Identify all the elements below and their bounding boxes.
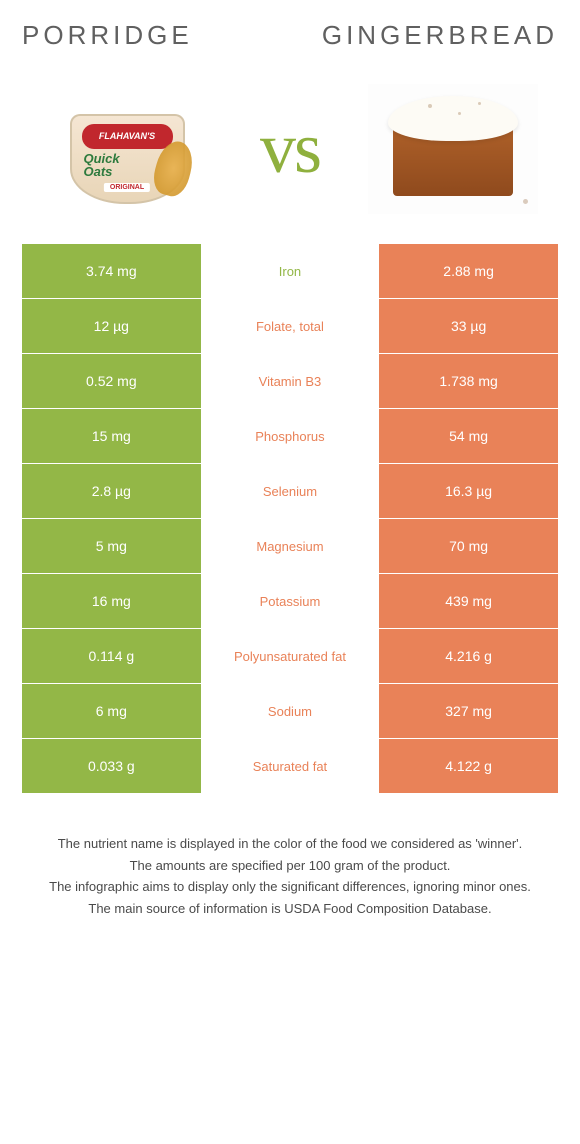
footer-notes: The nutrient name is displayed in the co… (22, 834, 558, 918)
right-value: 16.3 µg (379, 464, 558, 518)
infographic-container: Porridge Gingerbread FLAHAVAN'S Quick Oa… (0, 0, 580, 918)
left-value: 0.52 mg (22, 354, 201, 408)
images-row: FLAHAVAN'S Quick Oats ORIGINAL vs (22, 81, 558, 216)
right-value: 2.88 mg (379, 244, 558, 298)
nutrient-label: Magnesium (201, 519, 380, 573)
titles-row: Porridge Gingerbread (22, 20, 558, 51)
nutrient-label: Sodium (201, 684, 380, 738)
note-line: The main source of information is USDA F… (26, 899, 554, 919)
right-value: 4.216 g (379, 629, 558, 683)
nutrient-label: Potassium (201, 574, 380, 628)
title-left: Porridge (22, 20, 193, 51)
table-row: 0.114 gPolyunsaturated fat4.216 g (22, 629, 558, 684)
table-row: 15 mgPhosphorus54 mg (22, 409, 558, 464)
left-value: 16 mg (22, 574, 201, 628)
nutrient-label: Phosphorus (201, 409, 380, 463)
left-value: 5 mg (22, 519, 201, 573)
left-value: 15 mg (22, 409, 201, 463)
left-value: 3.74 mg (22, 244, 201, 298)
right-value: 1.738 mg (379, 354, 558, 408)
comparison-table: 3.74 mgIron2.88 mg12 µgFolate, total33 µ… (22, 244, 558, 794)
porridge-image: FLAHAVAN'S Quick Oats ORIGINAL (42, 81, 212, 216)
right-value: 439 mg (379, 574, 558, 628)
porridge-variant-label: ORIGINAL (104, 183, 150, 192)
note-line: The nutrient name is displayed in the co… (26, 834, 554, 854)
table-row: 16 mgPotassium439 mg (22, 574, 558, 629)
nutrient-label: Saturated fat (201, 739, 380, 793)
table-row: 5 mgMagnesium70 mg (22, 519, 558, 574)
table-row: 12 µgFolate, total33 µg (22, 299, 558, 354)
left-value: 0.114 g (22, 629, 201, 683)
nutrient-label: Polyunsaturated fat (201, 629, 380, 683)
left-value: 0.033 g (22, 739, 201, 793)
porridge-product-label: Quick Oats (84, 152, 120, 178)
table-row: 2.8 µgSelenium16.3 µg (22, 464, 558, 519)
nutrient-label: Vitamin B3 (201, 354, 380, 408)
title-right: Gingerbread (322, 20, 558, 51)
left-value: 6 mg (22, 684, 201, 738)
left-value: 12 µg (22, 299, 201, 353)
table-row: 0.52 mgVitamin B31.738 mg (22, 354, 558, 409)
right-value: 54 mg (379, 409, 558, 463)
right-value: 4.122 g (379, 739, 558, 793)
table-row: 0.033 gSaturated fat4.122 g (22, 739, 558, 794)
right-value: 327 mg (379, 684, 558, 738)
left-value: 2.8 µg (22, 464, 201, 518)
nutrient-label: Selenium (201, 464, 380, 518)
frosting-icon (388, 96, 518, 141)
table-row: 6 mgSodium327 mg (22, 684, 558, 739)
right-value: 33 µg (379, 299, 558, 353)
nutrient-label: Folate, total (201, 299, 380, 353)
note-line: The infographic aims to display only the… (26, 877, 554, 897)
nutrient-label: Iron (201, 244, 380, 298)
porridge-brand-label: FLAHAVAN'S (82, 124, 173, 149)
note-line: The amounts are specified per 100 gram o… (26, 856, 554, 876)
gingerbread-image (368, 81, 538, 216)
right-value: 70 mg (379, 519, 558, 573)
table-row: 3.74 mgIron2.88 mg (22, 244, 558, 299)
vs-label: vs (260, 107, 320, 190)
